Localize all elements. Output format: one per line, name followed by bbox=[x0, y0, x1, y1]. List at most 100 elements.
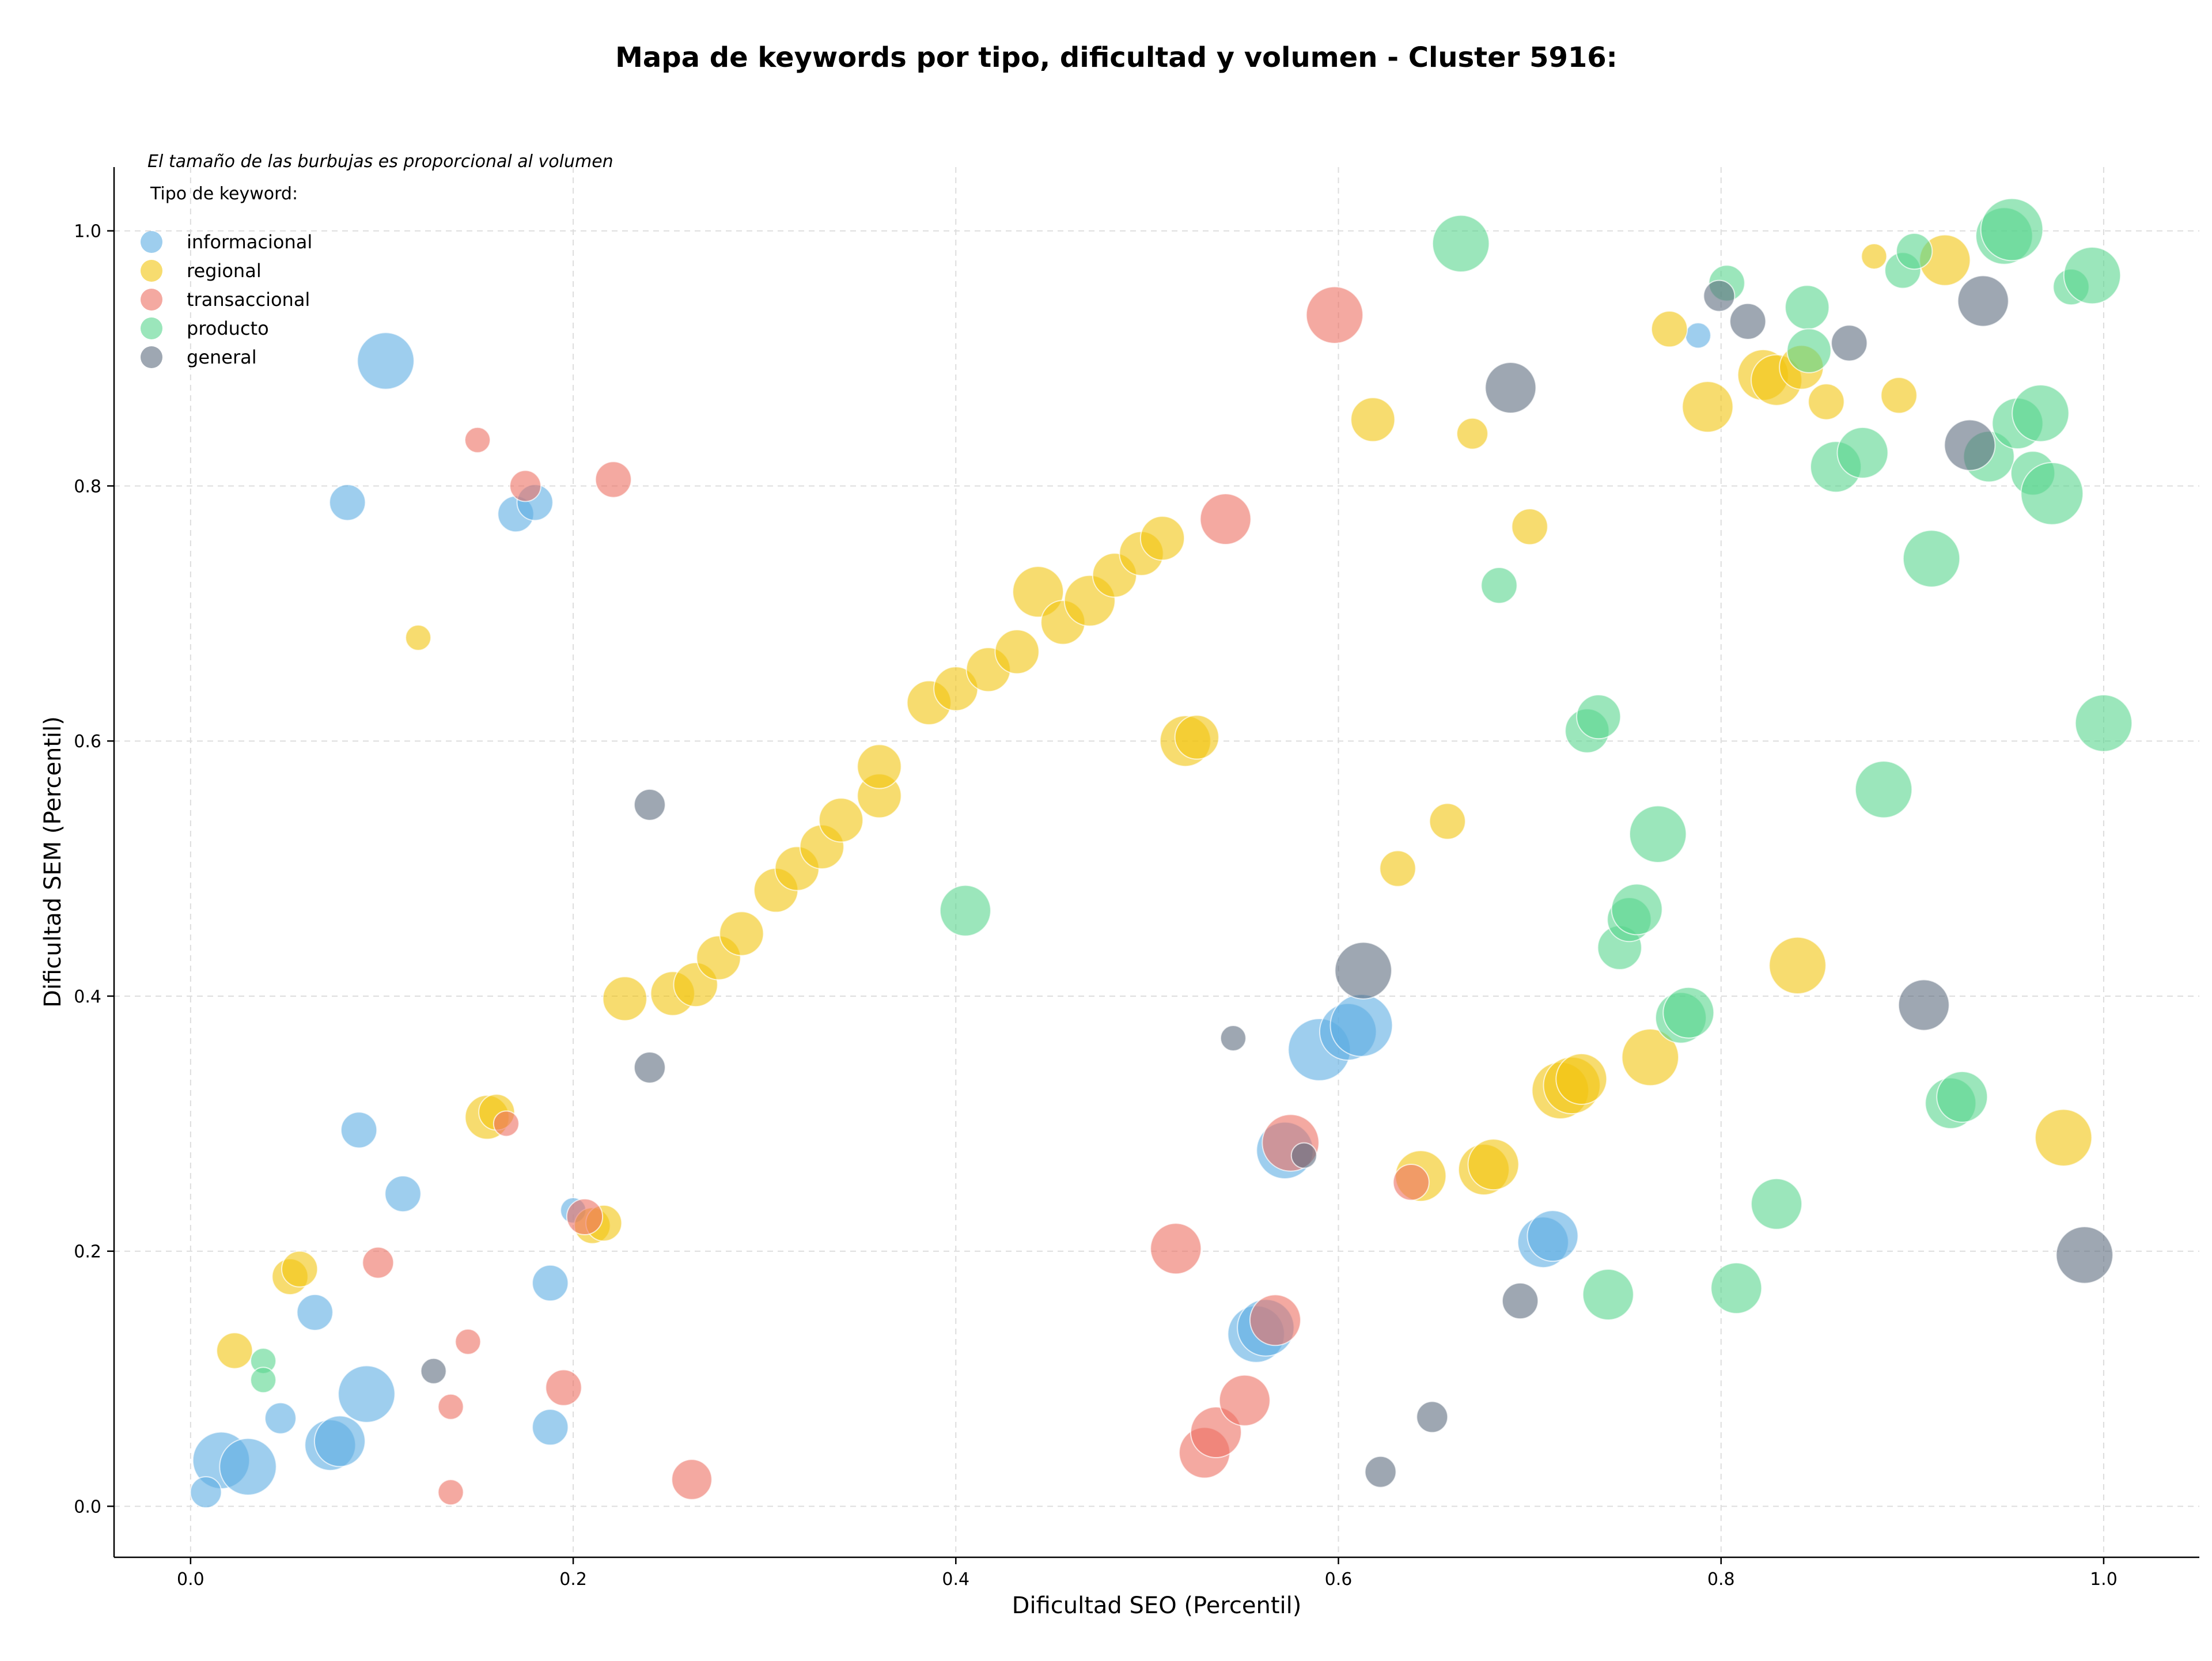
bubble-regional bbox=[2035, 1108, 2093, 1167]
bubble-producto bbox=[250, 1367, 277, 1394]
legend: Tipo de keyword: informacional regional tr… bbox=[141, 184, 312, 368]
bubble-transaccional bbox=[1392, 1164, 1430, 1201]
legend-marker bbox=[141, 260, 162, 282]
bubble-producto bbox=[1576, 694, 1622, 740]
bubble-transaccional bbox=[594, 461, 632, 498]
bubble-informacional bbox=[532, 1264, 569, 1302]
bubble-informacional bbox=[384, 1175, 422, 1213]
y-axis-label: Dificultad SEM (Percentil) bbox=[40, 716, 66, 1008]
y-tick-label: 0.0 bbox=[74, 1497, 101, 1517]
bubble-regional bbox=[818, 797, 864, 843]
bubble-transaccional bbox=[1199, 493, 1252, 545]
y-tick-label: 0.8 bbox=[74, 476, 101, 497]
legend-item-informacional: informacional bbox=[141, 231, 312, 253]
bubble-regional bbox=[1808, 383, 1845, 421]
x-tick-label: 0.2 bbox=[559, 1569, 587, 1590]
legend-marker bbox=[141, 289, 162, 311]
bubble-informacional bbox=[338, 1365, 396, 1423]
bubbles bbox=[190, 198, 2133, 1509]
bubble-producto bbox=[1896, 232, 1933, 270]
bubble-producto bbox=[1710, 1262, 1763, 1314]
bubble-transaccional bbox=[362, 1246, 395, 1279]
legend-label: general bbox=[187, 346, 257, 368]
legend-item-regional: regional bbox=[141, 260, 262, 282]
bubble-transaccional bbox=[454, 1328, 482, 1355]
bubble-general bbox=[1703, 279, 1736, 312]
bubble-general bbox=[1501, 1282, 1539, 1320]
bubble-producto bbox=[1480, 567, 1518, 604]
bubble-size-note: El tamaño de las burbujas es proporciona… bbox=[147, 152, 613, 172]
bubble-producto bbox=[2020, 461, 2084, 525]
series-general bbox=[420, 275, 2113, 1488]
grid-lines bbox=[114, 167, 2199, 1557]
bubble-informacional bbox=[1684, 322, 1711, 349]
bubble-general bbox=[1897, 979, 1950, 1031]
x-tick-label: 0.6 bbox=[1325, 1569, 1353, 1590]
legend-marker bbox=[141, 231, 162, 253]
bubble-regional bbox=[1880, 377, 1918, 414]
bubble-regional bbox=[216, 1332, 253, 1369]
bubble-regional bbox=[281, 1250, 319, 1288]
bubble-producto bbox=[1785, 285, 1830, 330]
legend-item-transaccional: transaccional bbox=[141, 289, 310, 311]
bubble-informacional bbox=[313, 1415, 366, 1467]
y-tick-label: 0.4 bbox=[74, 987, 101, 1007]
bubble-regional bbox=[1650, 311, 1688, 348]
legend-label: transaccional bbox=[187, 289, 310, 311]
bubble-informacional bbox=[340, 1111, 378, 1149]
bubble-general bbox=[1957, 275, 2009, 327]
legend-marker bbox=[141, 317, 162, 339]
bubble-regional bbox=[1555, 1053, 1608, 1105]
bubble-general bbox=[1484, 361, 1537, 414]
bubble-transaccional bbox=[493, 1110, 520, 1137]
bubble-producto bbox=[1902, 529, 1961, 588]
bubble-transaccional bbox=[566, 1198, 604, 1236]
bubble-informacional bbox=[296, 1293, 334, 1331]
bubble-producto bbox=[1936, 1070, 1988, 1123]
x-tick-label: 0.4 bbox=[942, 1569, 969, 1590]
bubble-producto bbox=[2012, 384, 2070, 442]
bubble-producto bbox=[1786, 328, 1832, 373]
bubble-producto bbox=[1628, 805, 1687, 863]
ticks: 0.0 0.2 0.4 0.6 0.8 1.0 0.0 0.2 0.4 0.6 0.8 1.0 bbox=[74, 222, 2118, 1590]
bubble-general bbox=[1729, 302, 1767, 340]
legend-label: producto bbox=[187, 317, 269, 339]
bubble-producto bbox=[2074, 694, 2133, 752]
y-tick-label: 1.0 bbox=[74, 222, 101, 242]
bubble-transaccional bbox=[1249, 1294, 1301, 1346]
bubble-general bbox=[633, 788, 666, 821]
y-tick-label: 0.6 bbox=[74, 732, 101, 752]
bubble-regional bbox=[1861, 243, 1888, 270]
bubble-regional bbox=[1139, 516, 1185, 561]
bubble-general bbox=[1364, 1455, 1397, 1488]
bubble-general bbox=[633, 1051, 666, 1084]
legend-label: regional bbox=[187, 260, 262, 282]
bubble-producto bbox=[1431, 214, 1490, 273]
bubble-regional bbox=[1379, 850, 1416, 887]
bubble-regional bbox=[1768, 936, 1827, 995]
bubble-regional bbox=[994, 629, 1040, 675]
bubble-producto bbox=[1582, 1268, 1634, 1321]
bubble-regional bbox=[1174, 714, 1219, 760]
bubble-regional bbox=[405, 624, 432, 651]
bubble-general bbox=[420, 1357, 447, 1384]
bubble-transaccional bbox=[437, 1393, 464, 1420]
series-producto bbox=[250, 198, 2133, 1394]
bubble-informacional bbox=[1527, 1210, 1579, 1262]
legend-marker bbox=[141, 346, 162, 368]
bubble-producto bbox=[939, 884, 991, 937]
axes bbox=[113, 167, 2199, 1558]
bubble-transaccional bbox=[671, 1459, 713, 1500]
bubble-informacional bbox=[264, 1402, 297, 1435]
bubble-regional bbox=[1467, 1138, 1520, 1191]
bubble-producto bbox=[1980, 198, 2044, 262]
bubble-producto bbox=[1854, 760, 1913, 819]
bubble-regional bbox=[857, 744, 902, 789]
bubble-informacional bbox=[329, 484, 366, 521]
bubble-informacional bbox=[190, 1476, 222, 1509]
legend-title: Tipo de keyword: bbox=[150, 184, 298, 204]
bubble-producto bbox=[1662, 986, 1715, 1039]
bubble-regional bbox=[1681, 381, 1734, 433]
legend-item-producto: producto bbox=[141, 317, 269, 339]
